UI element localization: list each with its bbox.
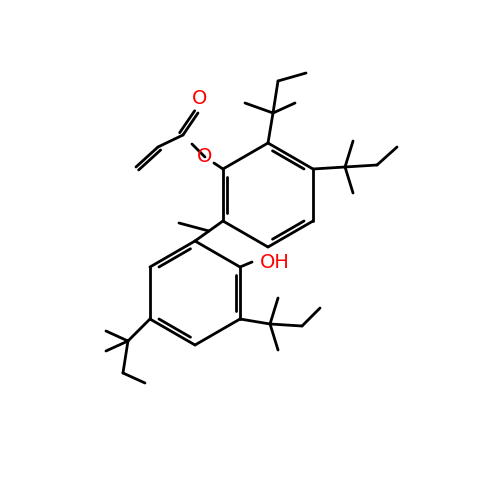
Text: OH: OH	[260, 252, 290, 272]
Text: O: O	[192, 90, 208, 108]
Text: O: O	[198, 148, 212, 167]
